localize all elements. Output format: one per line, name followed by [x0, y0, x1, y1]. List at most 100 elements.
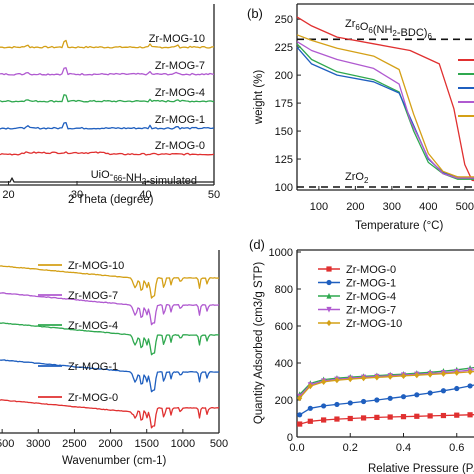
xrd-pattern-1	[0, 39, 214, 49]
bet-point	[334, 401, 340, 408]
ftir-x-tick-label: 3000	[26, 438, 50, 450]
ftir-panel: 3500 3000 2500 2000 1500 1000 500 Wavenumber (…	[0, 250, 228, 467]
xrd-series-labels: Zr-MOG-10 Zr-MOG-7 Zr-MOG-4 Zr-MOG-1 Zr-MOG-…	[91, 33, 205, 187]
xrd-panel: 20 30 40 50 2 Theta (degree) Zr-MOG-10Zr-MO…	[0, 4, 220, 206]
xrd-pattern-3	[0, 94, 215, 103]
xrd-x-tick-label: 20	[2, 189, 14, 201]
bet-point	[400, 414, 407, 420]
panel-label-b: (b)	[247, 6, 263, 21]
tga-ref-label-mof: Zr6O6(NH2-BDC)6	[345, 18, 432, 41]
ftir-legend-label-5: Zr-MOG-0	[68, 392, 118, 404]
bet-legend-label-5: Zr-MOG-10	[346, 318, 402, 330]
bet-x-label: Relative Pressure (P/P0)	[368, 463, 474, 474]
bet-legend-label-1: Zr-MOG-0	[346, 264, 396, 276]
tga-x-tick-label: 400	[419, 201, 437, 213]
ftir-x-tick-label: 1500	[134, 438, 158, 450]
bet-line-4	[299, 369, 474, 397]
tga-curve-1	[296, 16, 474, 182]
bet-y-tick-label: 200	[275, 395, 293, 407]
bet-point	[321, 417, 327, 423]
bet-x-tick-label: 0.2	[343, 442, 358, 454]
bet-y-tick-label: 0	[287, 432, 293, 444]
bet-legend-marker-5	[326, 319, 332, 327]
tga-y-tick-label: 125	[275, 154, 293, 166]
bet-series	[297, 365, 474, 427]
bet-legend-marker-4	[326, 306, 332, 313]
bet-x-tick-label: 0.4	[396, 442, 411, 454]
bet-point	[427, 413, 433, 419]
bet-point	[321, 378, 327, 385]
bet-point	[374, 374, 380, 381]
tga-reference-lines: Zr6O6(NH2-BDC)6 ZrO2	[297, 18, 474, 188]
tga-curve-2	[296, 43, 474, 180]
xrd-pattern-5	[0, 151, 215, 156]
bet-point	[400, 372, 407, 380]
bet-point	[427, 390, 433, 396]
tga-x-tick-label: 100	[310, 201, 328, 213]
ftir-legend-label-4: Zr-MOG-1	[68, 361, 118, 373]
ftir-x-label: Wavenumber (cm-1)	[62, 455, 167, 467]
tga-y-tick-label: 200	[275, 70, 293, 82]
bet-point	[321, 403, 327, 409]
tga-y-tick-label: 100	[275, 182, 293, 194]
bet-x-ticks: 0.0 0.2 0.4 0.6	[289, 433, 464, 454]
ftir-legend: Zr-MOG-10 Zr-MOG-7 Zr-MOG-4 Zr-MOG-1 Zr-MOG-…	[38, 260, 124, 404]
bet-point	[374, 414, 380, 420]
tga-x-tick-label: 500	[456, 201, 474, 213]
bet-point	[297, 395, 303, 402]
bet-point	[307, 418, 313, 424]
xrd-label-4: Zr-MOG-1	[155, 114, 205, 126]
xrd-x-tick-label: 40	[139, 189, 151, 201]
bet-point	[307, 405, 313, 411]
bet-point	[387, 414, 393, 420]
xrd-x-tick-label: 50	[208, 189, 220, 201]
bet-point	[454, 369, 460, 376]
bet-point	[360, 398, 367, 405]
ftir-x-tick-label: 2500	[62, 438, 86, 450]
bet-point	[440, 370, 447, 377]
ftir-spectrum-2	[0, 292, 220, 326]
bet-point	[360, 415, 367, 421]
ftir-x-ticks: 3500 3000 2500 2000 1500 1000 500	[0, 429, 228, 450]
bet-legend-label-4: Zr-MOG-7	[346, 305, 396, 317]
bet-point	[347, 415, 353, 422]
bet-point	[414, 392, 420, 398]
ftir-x-tick-label: 3500	[0, 438, 14, 450]
bet-point	[454, 385, 460, 392]
ftir-legend-label-2: Zr-MOG-7	[68, 290, 118, 302]
bet-point	[387, 373, 393, 380]
bet-legend-label-2: Zr-MOG-1	[346, 278, 396, 290]
xrd-patterns	[0, 39, 215, 183]
bet-series-1	[297, 412, 474, 427]
bet-point	[467, 368, 473, 375]
tga-curve-3	[296, 46, 474, 179]
bet-point	[467, 412, 473, 418]
tga-curve-5	[296, 34, 474, 178]
bet-point	[297, 412, 303, 418]
bet-point	[334, 377, 340, 384]
bet-point	[360, 375, 367, 382]
tga-x-tick-label: 300	[383, 201, 401, 213]
tga-panel: (b) 100 125 150 175 200 225 250 100 200 300 400 50…	[247, 3, 474, 232]
ftir-x-tick-label: 2000	[98, 438, 122, 450]
ftir-spectrum-3	[0, 322, 220, 356]
tga-y-tick-label: 225	[275, 42, 293, 54]
bet-legend-marker-1	[326, 266, 332, 272]
tga-curve-4	[296, 41, 474, 179]
xrd-label-3: Zr-MOG-4	[155, 87, 205, 99]
xrd-x-label: 2 Theta (degree)	[68, 194, 154, 206]
bet-y-tick-label: 600	[275, 321, 293, 333]
ftir-spectrum-1	[0, 265, 220, 299]
bet-point	[297, 421, 303, 427]
bet-legend: Zr-MOG-0 Zr-MOG-1Zr-MOG-4 Zr-MOG-7Zr-MOG-1…	[318, 264, 402, 330]
tga-y-tick-label: 150	[275, 126, 293, 138]
bet-panel: (d) 0 200 400 600 800 1000 0.0 0.2 0.4 0.6 Quant…	[249, 237, 474, 474]
bet-point	[307, 383, 313, 390]
xrd-pattern-6	[0, 177, 214, 183]
xrd-label-5: Zr-MOG-0	[155, 140, 205, 152]
bet-point	[347, 375, 353, 383]
tga-y-ticks: 100 125 150 175 200 225 250	[275, 14, 301, 194]
bet-point	[334, 416, 340, 422]
bet-legend-marker-2	[326, 279, 332, 286]
ftir-spectrum-4	[0, 359, 220, 393]
